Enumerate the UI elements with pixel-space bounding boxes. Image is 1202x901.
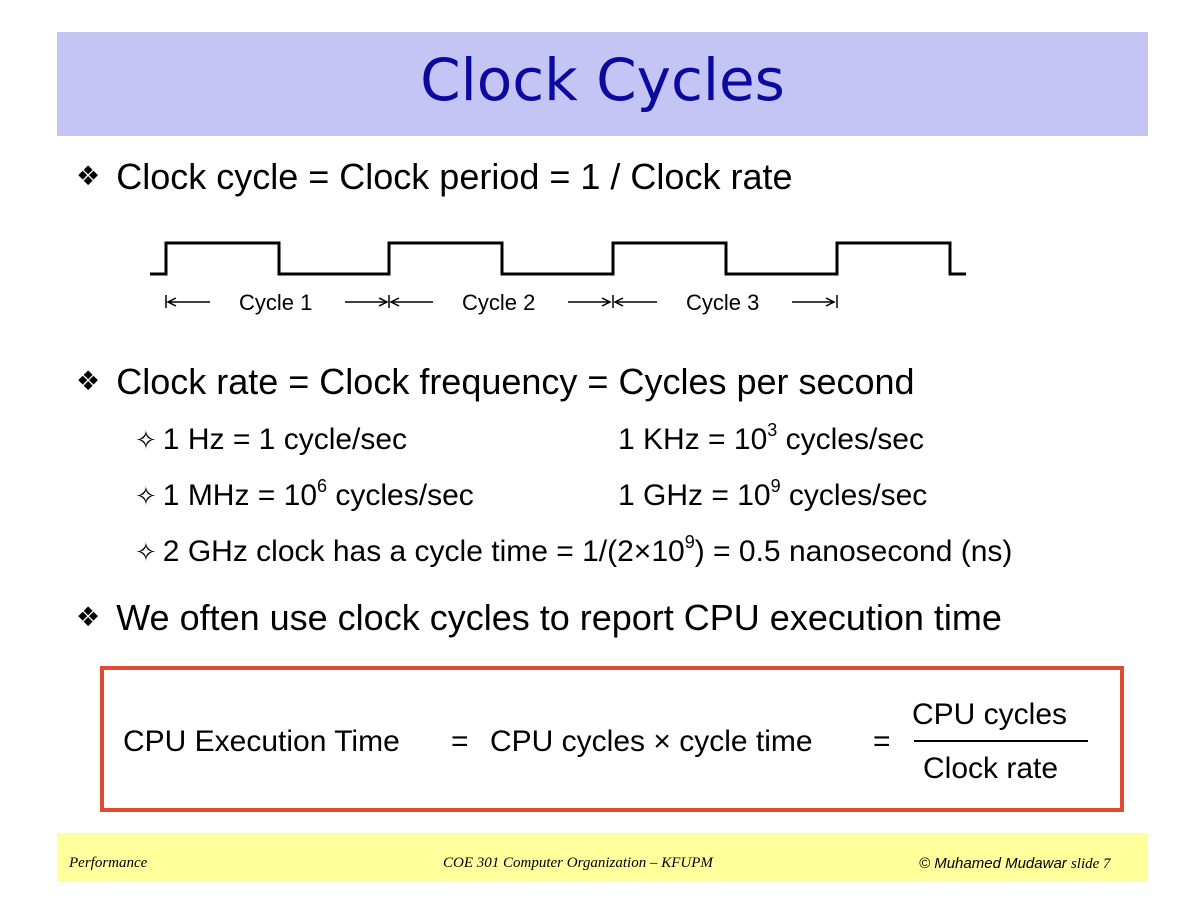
- cycle-time-suffix: ) = 0.5 nanosecond (ns): [694, 535, 1013, 568]
- bullet-1: ❖ Clock cycle = Clock period = 1 / Clock …: [76, 156, 792, 198]
- bullet-3: ❖ We often use clock cycles to report CPU…: [76, 597, 1002, 639]
- clock-signal: [150, 241, 966, 276]
- bullet-2: ❖ Clock rate = Clock frequency = Cycles p…: [76, 361, 915, 403]
- khz-line: 1 KHz = 103 cycles/sec: [618, 420, 924, 457]
- mhz-prefix: 1 MHz = 10: [162, 479, 318, 512]
- sub-bullet-icon: ✧: [135, 538, 157, 568]
- hz-text: 1 Hz = 1 cycle/sec: [162, 423, 408, 456]
- sub-bullet-mhz: ✧ 1 MHz = 106 cycles/sec: [135, 476, 474, 513]
- sub-bullet-hz: ✧ 1 Hz = 1 cycle/sec: [135, 423, 407, 457]
- mhz-exponent: 6: [317, 476, 328, 497]
- ghz-suffix: cycles/sec: [780, 479, 928, 512]
- cycle-time-exponent: 9: [684, 532, 695, 553]
- cycle-label-3: Cycle 3: [686, 290, 760, 315]
- footer-section: Performance: [69, 855, 148, 871]
- formula-equals-1: =: [451, 725, 469, 758]
- khz-exponent: 3: [767, 420, 778, 441]
- fraction-bar: [914, 740, 1088, 742]
- bullet-3-text: We often use clock cycles to report CPU …: [116, 597, 1002, 638]
- cycle-time-prefix: 2 GHz clock has a cycle time = 1/(2×10: [162, 535, 685, 568]
- bullet-icon: ❖: [76, 366, 101, 397]
- bullet-2-text: Clock rate = Clock frequency = Cycles pe…: [116, 361, 915, 402]
- footer-credit: © Muhamed Mudawar slide 7: [919, 855, 1111, 873]
- slide-title: Clock Cycles: [420, 46, 785, 114]
- footer-course: COE 301 Computer Organization – KFUPM: [443, 855, 713, 871]
- footer: Performance COE 301 Computer Organizatio…: [57, 833, 1148, 882]
- footer-author: © Muhamed Mudawar: [919, 855, 1067, 872]
- ghz-exponent: 9: [770, 476, 781, 497]
- sub-bullet-cycle-time: ✧ 2 GHz clock has a cycle time = 1/(2×109…: [135, 532, 1013, 569]
- bullet-icon: ❖: [76, 602, 101, 633]
- sub-bullet-icon: ✧: [135, 426, 157, 456]
- cycle-label-1: Cycle 1: [239, 290, 313, 315]
- khz-suffix: cycles/sec: [777, 423, 924, 456]
- formula-numerator: CPU cycles: [912, 698, 1068, 731]
- formula-equals-2: =: [873, 725, 891, 758]
- formula-middle: CPU cycles × cycle time: [490, 725, 813, 758]
- ghz-prefix: 1 GHz = 10: [618, 479, 771, 512]
- footer-slide-number: slide 7: [1070, 856, 1111, 872]
- khz-prefix: 1 KHz = 10: [618, 423, 768, 456]
- mhz-suffix: cycles/sec: [327, 479, 474, 512]
- sub-bullet-icon: ✧: [135, 482, 157, 512]
- ghz-line: 1 GHz = 109 cycles/sec: [618, 476, 928, 513]
- cycle-label-2: Cycle 2: [462, 290, 536, 315]
- formula-denominator: Clock rate: [923, 752, 1059, 785]
- cycle-arrows: [165, 295, 838, 308]
- bullet-1-text: Clock cycle = Clock period = 1 / Clock r…: [116, 156, 793, 197]
- formula-lhs: CPU Execution Time: [123, 725, 400, 758]
- bullet-icon: ❖: [76, 161, 101, 192]
- formula-box: [100, 666, 1124, 812]
- title-bar: Clock Cycles: [57, 32, 1148, 136]
